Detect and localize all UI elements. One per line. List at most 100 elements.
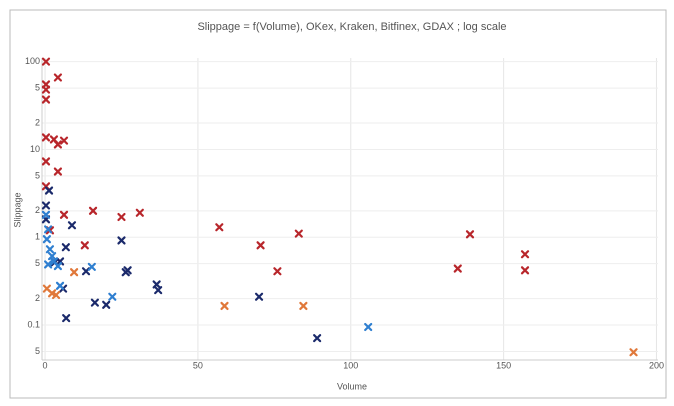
point (80, 241, 89, 250)
point (67, 221, 77, 230)
point (59, 136, 69, 145)
point-stroke (42, 235, 51, 244)
point-stroke (88, 206, 98, 215)
point-stroke (44, 186, 54, 195)
point (254, 292, 264, 301)
point (41, 157, 51, 166)
y-tick-label: 5 (35, 258, 40, 268)
point-stroke (117, 236, 126, 245)
y-tick-label: 5 (35, 82, 40, 92)
point-stroke (465, 230, 475, 239)
y-tick-label: 10 (30, 144, 40, 154)
point (117, 212, 126, 222)
point-stroke (55, 281, 65, 290)
point-stroke (520, 250, 530, 259)
point-stroke (220, 301, 229, 311)
point-stroke (53, 140, 62, 149)
point (87, 262, 96, 271)
point-stroke (520, 266, 530, 275)
point-stroke (45, 245, 55, 254)
point (465, 230, 475, 239)
point-stroke (49, 257, 59, 266)
point-stroke (67, 221, 77, 230)
point-stroke (69, 268, 79, 277)
point (102, 300, 111, 309)
point (123, 266, 132, 275)
point (88, 206, 98, 215)
point (117, 236, 126, 245)
y-tick-label: 1 (35, 232, 40, 242)
point-stroke (123, 266, 132, 275)
point-stroke (61, 243, 70, 252)
point-stroke (41, 157, 51, 166)
point (55, 281, 65, 290)
y-tick-label: 5 (35, 170, 40, 180)
point-stroke (108, 292, 117, 301)
point-stroke (47, 289, 57, 298)
point-stroke (44, 225, 53, 234)
point-stroke (41, 57, 51, 66)
point (220, 301, 229, 311)
point (256, 241, 265, 250)
point-stroke (215, 223, 224, 232)
point (53, 167, 62, 176)
point (273, 267, 282, 276)
point (299, 301, 308, 311)
point (41, 85, 51, 94)
point (44, 260, 53, 269)
point-stroke (80, 241, 89, 250)
point (154, 286, 163, 295)
point (53, 73, 62, 82)
y-tick-label: 100 (25, 56, 40, 66)
point-stroke (294, 229, 303, 238)
point-stroke (42, 284, 51, 293)
point (69, 268, 79, 277)
point-stroke (53, 261, 62, 271)
point-stroke (41, 85, 51, 94)
point (41, 95, 51, 104)
point-stroke (49, 135, 59, 144)
point (108, 292, 117, 301)
point (41, 210, 51, 219)
x-axis-title: Volume (337, 381, 367, 391)
x-tick-label: 150 (496, 360, 511, 370)
point (51, 290, 61, 300)
point-stroke (87, 262, 96, 271)
point-stroke (41, 210, 51, 219)
point (364, 322, 373, 332)
point (44, 186, 54, 195)
point (42, 235, 51, 244)
point (41, 201, 51, 210)
point (62, 314, 71, 323)
point (53, 140, 62, 149)
chart-title: Slippage = f(Volume), OKex, Kraken, Bitf… (197, 21, 506, 33)
point-stroke (41, 95, 51, 104)
point-stroke (41, 133, 51, 142)
point-stroke (41, 182, 51, 191)
point-stroke (41, 201, 51, 210)
point (41, 57, 51, 66)
point-stroke (55, 257, 65, 266)
point-stroke (299, 301, 308, 311)
point-stroke (59, 210, 69, 219)
point-stroke (313, 334, 322, 343)
point-stroke (90, 298, 99, 307)
point-stroke (135, 208, 144, 217)
point (453, 264, 462, 273)
point-stroke (102, 300, 111, 309)
x-tick-label: 0 (43, 360, 48, 370)
point-stroke (51, 290, 61, 300)
y-axis-title: Slippage (12, 192, 22, 227)
point-stroke (629, 348, 638, 357)
point (90, 298, 99, 307)
point (44, 225, 53, 234)
point (53, 261, 62, 271)
point (59, 210, 69, 219)
point-stroke (254, 292, 264, 301)
point-stroke (53, 73, 62, 82)
y-tick-label: 2 (35, 293, 40, 303)
point (520, 250, 530, 259)
point-stroke (44, 260, 53, 269)
